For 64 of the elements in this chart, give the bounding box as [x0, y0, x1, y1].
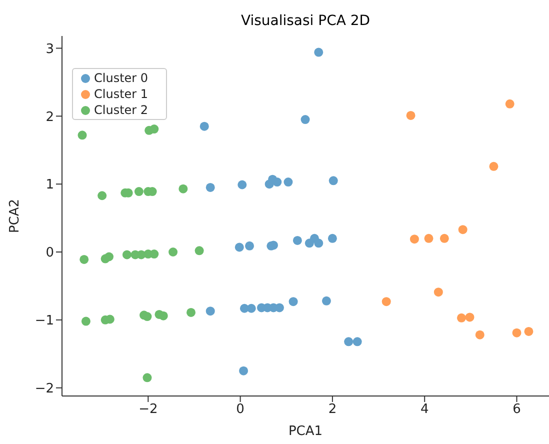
point	[234, 242, 244, 252]
point	[272, 178, 282, 187]
y-tick-label: 3	[46, 42, 54, 57]
point	[475, 330, 484, 340]
point	[406, 110, 416, 120]
point	[288, 297, 298, 306]
y-tick-label: −1	[34, 314, 54, 329]
point	[505, 99, 514, 108]
x-tick-label: −2	[138, 402, 158, 418]
point	[328, 176, 338, 186]
x-axis-title: PCA1	[288, 424, 323, 440]
point	[292, 236, 302, 245]
y-tick-label: 1	[46, 178, 54, 193]
point	[238, 180, 247, 190]
point	[314, 238, 324, 248]
point	[465, 312, 474, 322]
point	[382, 297, 391, 306]
point	[458, 225, 468, 234]
point	[168, 248, 178, 256]
point	[178, 184, 188, 194]
point	[284, 178, 293, 187]
x-tick-label: 6	[512, 402, 521, 418]
point	[352, 337, 362, 346]
point	[424, 234, 434, 243]
legend-label: Cluster 2	[94, 103, 148, 117]
point	[245, 241, 254, 250]
point	[314, 48, 324, 57]
point	[456, 313, 466, 322]
point	[512, 328, 522, 338]
point	[440, 234, 449, 243]
point	[524, 326, 534, 336]
legend-label: Cluster 0	[94, 71, 148, 85]
point	[206, 182, 215, 192]
point	[80, 254, 89, 264]
y-tick-label: 0	[46, 246, 54, 261]
point	[122, 250, 132, 260]
x-tick-label: 0	[236, 402, 244, 418]
point	[81, 316, 90, 326]
point	[328, 234, 337, 243]
point	[78, 130, 87, 140]
point	[434, 288, 443, 297]
x-tick-label: 4	[420, 402, 429, 418]
point	[150, 124, 159, 134]
y-tick-label: 2	[46, 110, 54, 125]
chart-title: Visualisasi PCA 2D	[240, 12, 372, 31]
point	[134, 187, 144, 196]
point	[489, 162, 498, 171]
point	[186, 308, 196, 317]
point	[300, 115, 310, 124]
point	[344, 337, 354, 346]
point	[206, 306, 215, 316]
legend-label: Cluster 1	[94, 87, 148, 101]
y-axis-title: PCA2	[8, 198, 23, 234]
point	[246, 304, 256, 313]
point	[104, 252, 114, 262]
point	[200, 122, 209, 131]
y-tick-label: −2	[34, 381, 54, 396]
point	[239, 366, 248, 376]
point	[98, 191, 107, 200]
x-tick-label: 2	[328, 402, 337, 418]
point	[322, 296, 331, 306]
point	[142, 373, 152, 382]
point	[410, 234, 419, 244]
point	[194, 246, 204, 256]
